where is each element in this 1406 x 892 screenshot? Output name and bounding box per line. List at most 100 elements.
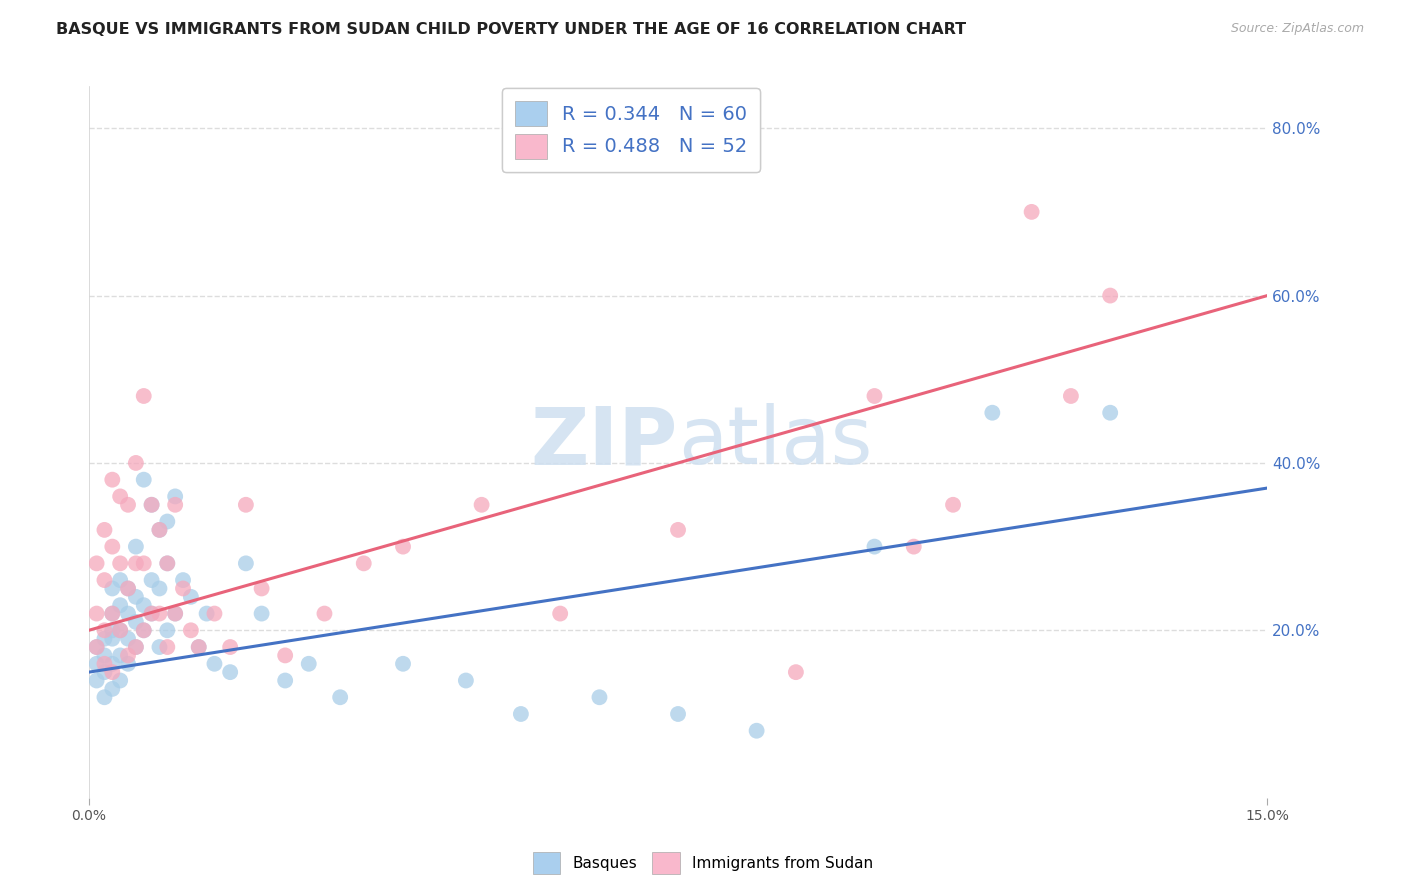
- Point: [117, 657, 139, 671]
- Point: [101, 607, 124, 621]
- Point: [165, 607, 187, 621]
- Point: [125, 640, 148, 654]
- Point: [86, 673, 108, 688]
- Point: [93, 648, 115, 663]
- Point: [785, 665, 807, 680]
- Point: [156, 515, 179, 529]
- Point: [108, 624, 131, 638]
- Point: [666, 523, 689, 537]
- Point: [172, 573, 194, 587]
- Point: [141, 498, 163, 512]
- Point: [117, 607, 139, 621]
- Point: [165, 607, 187, 621]
- Text: Source: ZipAtlas.com: Source: ZipAtlas.com: [1230, 22, 1364, 36]
- Point: [187, 640, 209, 654]
- Point: [132, 598, 155, 612]
- Point: [141, 498, 163, 512]
- Point: [125, 540, 148, 554]
- Point: [903, 540, 925, 554]
- Point: [86, 657, 108, 671]
- Point: [101, 681, 124, 696]
- Point: [117, 582, 139, 596]
- Point: [235, 557, 257, 571]
- Point: [125, 590, 148, 604]
- Point: [101, 473, 124, 487]
- Point: [250, 582, 273, 596]
- Point: [172, 582, 194, 596]
- Point: [93, 573, 115, 587]
- Point: [509, 706, 531, 721]
- Point: [93, 665, 115, 680]
- Point: [101, 665, 124, 680]
- Point: [1099, 288, 1122, 302]
- Point: [314, 607, 336, 621]
- Point: [180, 590, 202, 604]
- Text: ZIP: ZIP: [531, 403, 678, 481]
- Point: [204, 657, 226, 671]
- Text: atlas: atlas: [678, 403, 872, 481]
- Point: [132, 557, 155, 571]
- Point: [125, 615, 148, 629]
- Point: [180, 624, 202, 638]
- Point: [274, 648, 297, 663]
- Point: [745, 723, 768, 738]
- Point: [93, 632, 115, 646]
- Point: [187, 640, 209, 654]
- Point: [148, 523, 170, 537]
- Point: [454, 673, 477, 688]
- Point: [93, 624, 115, 638]
- Point: [471, 498, 494, 512]
- Point: [132, 473, 155, 487]
- Point: [125, 456, 148, 470]
- Point: [117, 632, 139, 646]
- Point: [132, 624, 155, 638]
- Point: [117, 648, 139, 663]
- Point: [125, 640, 148, 654]
- Point: [548, 607, 571, 621]
- Text: BASQUE VS IMMIGRANTS FROM SUDAN CHILD POVERTY UNDER THE AGE OF 16 CORRELATION CH: BASQUE VS IMMIGRANTS FROM SUDAN CHILD PO…: [56, 22, 966, 37]
- Point: [942, 498, 965, 512]
- Point: [108, 557, 131, 571]
- Point: [204, 607, 226, 621]
- Point: [219, 640, 242, 654]
- Point: [219, 665, 242, 680]
- Point: [981, 406, 1004, 420]
- Point: [108, 490, 131, 504]
- Point: [108, 598, 131, 612]
- Point: [93, 657, 115, 671]
- Point: [235, 498, 257, 512]
- Point: [86, 640, 108, 654]
- Point: [392, 657, 415, 671]
- Point: [1099, 406, 1122, 420]
- Point: [156, 640, 179, 654]
- Point: [141, 607, 163, 621]
- Point: [101, 632, 124, 646]
- Point: [101, 540, 124, 554]
- Point: [101, 607, 124, 621]
- Point: [101, 624, 124, 638]
- Point: [666, 706, 689, 721]
- Point: [141, 607, 163, 621]
- Point: [93, 523, 115, 537]
- Point: [117, 498, 139, 512]
- Point: [93, 690, 115, 705]
- Point: [125, 557, 148, 571]
- Point: [156, 557, 179, 571]
- Point: [148, 523, 170, 537]
- Point: [863, 389, 886, 403]
- Point: [1021, 205, 1043, 219]
- Point: [148, 640, 170, 654]
- Point: [165, 498, 187, 512]
- Point: [141, 573, 163, 587]
- Point: [86, 640, 108, 654]
- Point: [86, 607, 108, 621]
- Point: [148, 582, 170, 596]
- Point: [195, 607, 218, 621]
- Point: [132, 389, 155, 403]
- Point: [108, 673, 131, 688]
- Legend: Basques, Immigrants from Sudan: Basques, Immigrants from Sudan: [527, 846, 879, 880]
- Point: [392, 540, 415, 554]
- Point: [1060, 389, 1083, 403]
- Point: [101, 657, 124, 671]
- Point: [156, 557, 179, 571]
